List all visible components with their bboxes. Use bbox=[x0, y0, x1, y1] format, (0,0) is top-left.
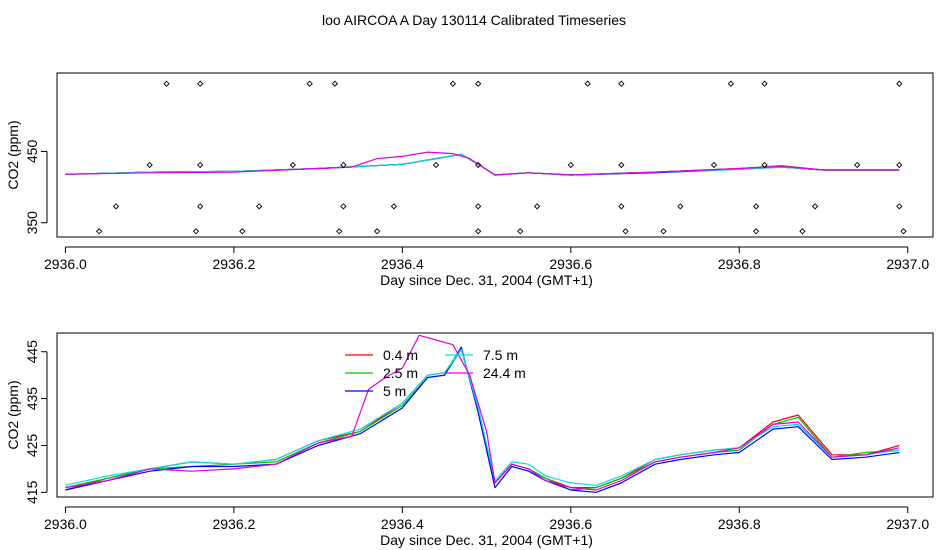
x-tick-label: 2936.6 bbox=[549, 256, 592, 272]
diamond-marker bbox=[622, 228, 629, 235]
y-tick-label: 425 bbox=[24, 434, 40, 458]
diamond-marker bbox=[660, 228, 667, 235]
diamond-marker bbox=[900, 228, 907, 235]
diamond-marker bbox=[449, 80, 457, 87]
diamond-marker bbox=[618, 161, 625, 169]
legend-label: 0.4 m bbox=[383, 347, 418, 363]
diamond-marker bbox=[475, 203, 482, 210]
diamond-marker bbox=[799, 228, 806, 235]
y-tick-label: 435 bbox=[24, 387, 40, 411]
diamond-marker bbox=[475, 161, 482, 169]
x-tick-label: 2936.2 bbox=[212, 256, 255, 272]
diamond-marker bbox=[618, 80, 625, 87]
x-axis-label: Day since Dec. 31, 2004 (GMT+1) bbox=[380, 272, 593, 288]
diamond-marker bbox=[340, 203, 347, 210]
diamond-marker bbox=[475, 228, 482, 235]
diamond-marker bbox=[112, 203, 120, 210]
top-panel: 2936.0 2936.2 2936.4 2936.6 2936.8 2937.0 Day … bbox=[5, 72, 934, 288]
x-tick-label: 2936.0 bbox=[44, 256, 87, 272]
legend-label: 24.4 m bbox=[483, 365, 526, 381]
diamond-marker bbox=[289, 161, 296, 169]
y-tick-label: 415 bbox=[24, 480, 40, 504]
diamond-marker bbox=[192, 228, 200, 235]
diamond-marker bbox=[475, 80, 482, 87]
y-tick-label: 450 bbox=[24, 140, 40, 164]
legend-label: 5 m bbox=[383, 383, 406, 399]
diamond-marker bbox=[533, 203, 541, 210]
diamond-marker bbox=[197, 203, 204, 210]
x-tick-label: 2936.8 bbox=[718, 516, 761, 532]
y-tick-label: 350 bbox=[24, 211, 40, 235]
x-tick-label: 2936.2 bbox=[212, 516, 255, 532]
diamond-marker bbox=[256, 203, 263, 210]
diamond-marker bbox=[618, 203, 625, 210]
diamond-marker bbox=[752, 228, 760, 235]
diamond-marker bbox=[761, 80, 768, 87]
plot-frame bbox=[56, 72, 934, 238]
x-tick-label: 2937.0 bbox=[886, 256, 929, 272]
diamond-marker bbox=[761, 161, 768, 169]
x-tick-label: 2936.4 bbox=[381, 256, 424, 272]
series-line-7-5-m bbox=[65, 348, 900, 486]
series-line-24-4-m bbox=[65, 334, 900, 491]
diamond-marker bbox=[306, 80, 313, 87]
diamond-marker bbox=[336, 228, 343, 235]
x-axis-label: Day since Dec. 31, 2004 (GMT+1) bbox=[380, 532, 593, 548]
diamond-marker bbox=[390, 203, 398, 210]
bottom-panel: 2936.0 2936.2 2936.4 2936.6 2936.8 2937.0 Day … bbox=[5, 332, 934, 548]
diamond-marker bbox=[517, 228, 524, 235]
figure-title: loo AIRCOA A Day 130114 Calibrated Times… bbox=[322, 12, 626, 28]
x-tick-label: 2937.0 bbox=[886, 516, 929, 532]
x-tick-label: 2936.0 bbox=[44, 516, 87, 532]
diamond-marker bbox=[896, 203, 903, 210]
diamond-marker bbox=[896, 161, 903, 169]
diamond-marker bbox=[239, 228, 246, 235]
y-axis-label: CO2 (ppm) bbox=[5, 120, 21, 189]
diamond-marker bbox=[727, 80, 734, 87]
x-tick-label: 2936.6 bbox=[549, 516, 592, 532]
legend-label: 2.5 m bbox=[383, 365, 418, 381]
series-line-5-m bbox=[65, 346, 900, 493]
diamond-marker bbox=[331, 80, 339, 87]
series-line-24-4-m bbox=[65, 151, 900, 176]
y-tick-label: 445 bbox=[24, 340, 40, 364]
plot-frame bbox=[56, 332, 934, 498]
diamond-marker bbox=[197, 80, 204, 87]
x-tick-label: 2936.8 bbox=[718, 256, 761, 272]
diamond-marker bbox=[811, 203, 819, 210]
legend-label: 7.5 m bbox=[483, 347, 518, 363]
diamond-marker bbox=[432, 161, 440, 169]
diamond-marker bbox=[752, 203, 760, 210]
diamond-marker bbox=[340, 161, 347, 169]
diamond-marker bbox=[146, 161, 153, 169]
diamond-marker bbox=[710, 161, 718, 169]
diamond-marker bbox=[854, 161, 861, 169]
series-group bbox=[65, 334, 900, 493]
y-axis-label: CO2 (ppm) bbox=[5, 380, 21, 449]
series-group bbox=[65, 151, 900, 176]
diamond-marker bbox=[95, 228, 103, 235]
diamond-marker bbox=[896, 80, 903, 87]
x-tick-label: 2936.4 bbox=[381, 516, 424, 532]
diamond-marker bbox=[163, 80, 170, 87]
diamond-marker bbox=[584, 80, 591, 87]
diamond-marker bbox=[567, 161, 574, 169]
diamond-marker bbox=[677, 203, 684, 210]
diamond-marker bbox=[197, 161, 204, 169]
diamond-marker bbox=[373, 228, 381, 235]
